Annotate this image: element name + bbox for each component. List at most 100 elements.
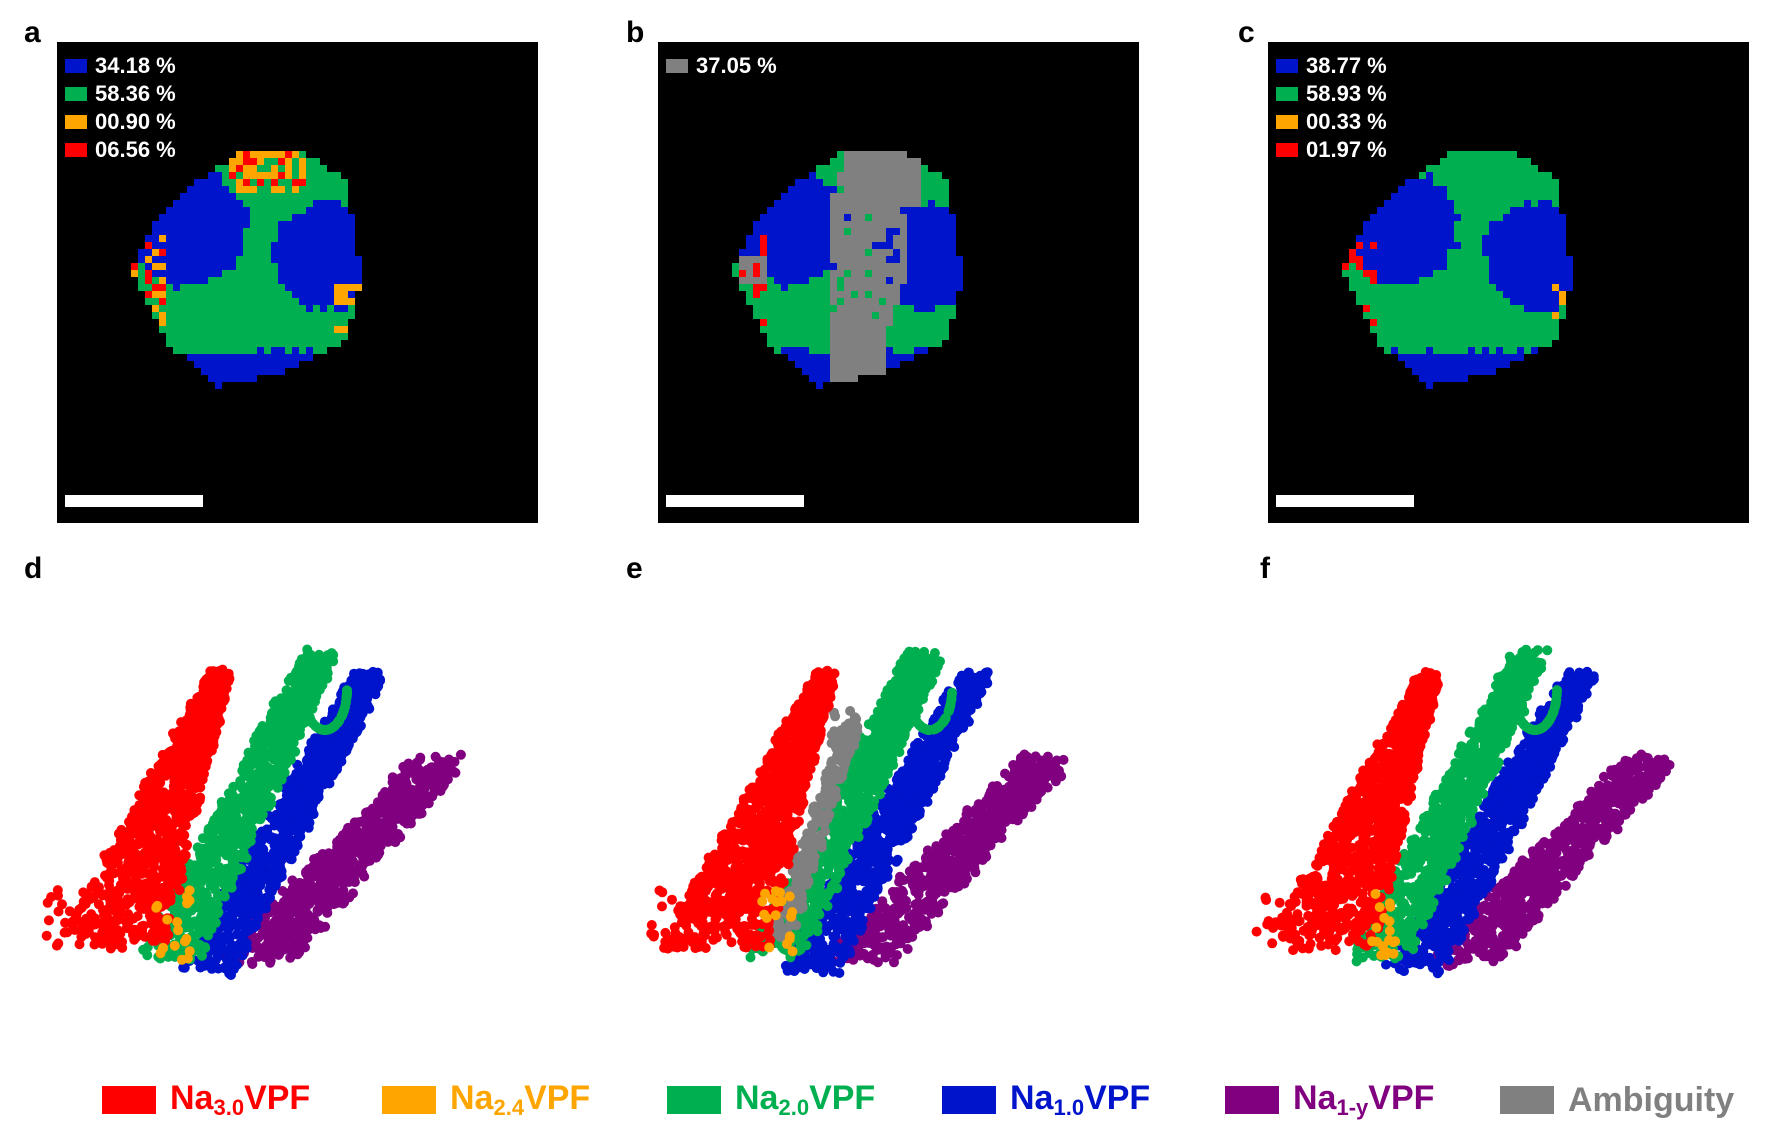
map-pixel [1531, 172, 1538, 179]
map-pixel [1419, 298, 1426, 305]
map-pixel [914, 200, 921, 207]
map-pixel [851, 214, 858, 221]
map-pixel [1482, 284, 1489, 291]
map-pixel [1419, 256, 1426, 263]
map-pixel [1559, 214, 1566, 221]
map-pixel [180, 200, 187, 207]
map-pixel [872, 291, 879, 298]
map-pixel [1426, 291, 1433, 298]
map-pixel [802, 207, 809, 214]
map-pixel [907, 326, 914, 333]
map-pixel [173, 207, 180, 214]
map-pixel [1531, 333, 1538, 340]
map-pixel [1405, 340, 1412, 347]
map-pixel [1447, 165, 1454, 172]
map-pixel [229, 179, 236, 186]
map-pixel [1510, 151, 1517, 158]
scatter-point [287, 875, 298, 886]
map-pixel [1412, 347, 1419, 354]
map-pixel [816, 221, 823, 228]
map-pixel [180, 347, 187, 354]
map-pixel [138, 263, 145, 270]
map-pixel [865, 207, 872, 214]
map-pixel [306, 235, 313, 242]
map-pixel [222, 333, 229, 340]
map-pixel [257, 291, 264, 298]
map-pixel [341, 200, 348, 207]
map-pixel [285, 333, 292, 340]
map-pixel [907, 235, 914, 242]
map-pixel [1510, 291, 1517, 298]
map-pixel [1377, 249, 1384, 256]
scatter-point [193, 922, 204, 933]
map-pixel [131, 270, 138, 277]
map-pixel [858, 270, 865, 277]
map-pixel [767, 235, 774, 242]
map-pixel [1377, 333, 1384, 340]
map-pixel [1440, 186, 1447, 193]
map-pixel [1419, 235, 1426, 242]
map-pixel [334, 319, 341, 326]
map-pixel [949, 298, 956, 305]
map-pixel [313, 249, 320, 256]
map-pixel [746, 256, 753, 263]
map-pixel [1496, 298, 1503, 305]
map-pixel [166, 228, 173, 235]
map-pixel [879, 221, 886, 228]
map-pixel [215, 312, 222, 319]
scatter-point [296, 908, 307, 919]
map-pixel [1531, 347, 1538, 354]
map-pixel [1419, 228, 1426, 235]
map-pixel [1566, 256, 1573, 263]
scatter-point [273, 949, 284, 960]
map-pixel [1370, 312, 1377, 319]
map-pixel [278, 235, 285, 242]
map-pixel [1412, 249, 1419, 256]
map-pixel [809, 291, 816, 298]
map-pixel [320, 298, 327, 305]
map-pixel [823, 291, 830, 298]
map-pixel [1475, 319, 1482, 326]
map-pixel [1538, 235, 1545, 242]
map-pixel [313, 298, 320, 305]
map-pixel [250, 375, 257, 382]
legend-entry: 06.56 % [65, 136, 176, 164]
map-pixel [1426, 186, 1433, 193]
map-pixel [788, 221, 795, 228]
map-pixel [229, 200, 236, 207]
map-pixel [872, 200, 879, 207]
phase-scatter-plot-d [41, 644, 466, 980]
map-pixel [837, 207, 844, 214]
map-pixel [1419, 291, 1426, 298]
map-pixel [858, 333, 865, 340]
map-pixel [1398, 354, 1405, 361]
map-pixel [837, 340, 844, 347]
map-pixel [795, 277, 802, 284]
map-pixel [257, 193, 264, 200]
map-pixel [278, 158, 285, 165]
map-pixel [236, 263, 243, 270]
map-pixel [1419, 179, 1426, 186]
map-pixel [865, 277, 872, 284]
map-pixel [1475, 221, 1482, 228]
map-pixel [208, 172, 215, 179]
map-pixel [285, 340, 292, 347]
map-pixel [1391, 298, 1398, 305]
scatter-point [216, 945, 227, 956]
map-pixel [1384, 333, 1391, 340]
map-pixel [257, 368, 264, 375]
map-pixel [1538, 263, 1545, 270]
map-pixel [285, 277, 292, 284]
map-pixel [299, 256, 306, 263]
scatter-point [306, 695, 317, 706]
scatter-point [402, 787, 413, 798]
map-pixel [788, 319, 795, 326]
map-pixel [1482, 277, 1489, 284]
map-pixel [250, 340, 257, 347]
map-pixel [306, 277, 313, 284]
map-pixel [1552, 249, 1559, 256]
map-pixel [1503, 256, 1510, 263]
map-pixel [1510, 249, 1517, 256]
map-pixel [1496, 228, 1503, 235]
map-pixel [1559, 228, 1566, 235]
